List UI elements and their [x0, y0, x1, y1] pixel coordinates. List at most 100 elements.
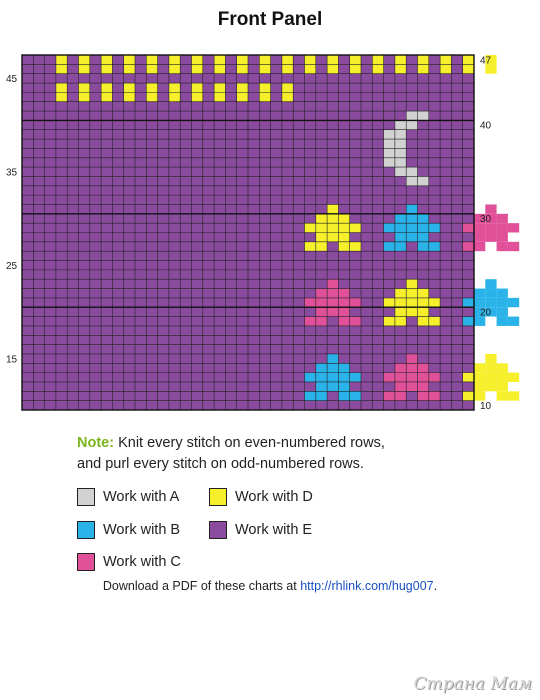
star-stitch: [327, 288, 339, 298]
download-prefix: Download a PDF of these charts at: [102, 579, 301, 593]
yellow-stitch: [281, 83, 294, 93]
moon-stitch: [394, 148, 407, 158]
yellow-stitch: [462, 64, 474, 74]
yellow-stitch: [123, 92, 135, 102]
yellow-stitch: [372, 55, 384, 65]
star-stitch: [327, 363, 339, 373]
yellow-stitch: [101, 83, 113, 93]
download-link[interactable]: http://rhlink.com/hug007: [300, 579, 434, 593]
row-label-right: 40: [480, 121, 492, 132]
yellow-stitch: [304, 64, 316, 74]
star-stitch: [406, 279, 418, 289]
star-stitch: [338, 232, 350, 242]
star-stitch: [485, 307, 497, 317]
star-stitch: [383, 241, 395, 252]
star-stitch: [496, 223, 508, 233]
star-stitch: [507, 297, 520, 308]
star-stitch: [304, 316, 316, 326]
star-stitch: [315, 307, 328, 317]
yellow-stitch: [168, 92, 181, 102]
star-stitch: [507, 241, 520, 252]
star-stitch: [417, 372, 429, 382]
yellow-stitch: [191, 64, 203, 74]
star-stitch: [304, 241, 316, 252]
star-stitch: [417, 363, 429, 373]
moon-stitch: [383, 129, 395, 140]
yellow-stitch: [55, 92, 68, 102]
yellow-stitch: [349, 64, 361, 74]
legend-label-c: Work with C: [103, 554, 181, 570]
yellow-stitch: [236, 83, 248, 93]
star-stitch: [462, 316, 474, 326]
yellow-stitch: [146, 55, 158, 65]
yellow-stitch: [214, 92, 226, 102]
star-stitch: [383, 372, 395, 382]
yellow-stitch: [146, 92, 158, 102]
yellow-stitch: [55, 55, 68, 65]
star-stitch: [349, 316, 361, 326]
yellow-stitch: [304, 55, 316, 65]
moon-stitch: [406, 167, 418, 177]
row-label-right: 30: [480, 214, 492, 225]
download-suffix: .: [433, 579, 438, 593]
star-stitch: [394, 288, 407, 298]
yellow-stitch: [327, 64, 339, 74]
legend-item-b: Work with B: [77, 519, 180, 541]
moon-stitch: [394, 167, 407, 177]
star-stitch: [496, 241, 508, 252]
yellow-stitch: [417, 55, 429, 65]
yellow-stitch: [372, 64, 384, 74]
yellow-stitch: [146, 83, 158, 93]
star-stitch: [428, 372, 441, 382]
note-label: Note:: [77, 435, 115, 451]
yellow-stitch: [78, 55, 90, 65]
yellow-stitch: [349, 55, 361, 65]
star-stitch: [417, 232, 429, 242]
yellow-stitch: [101, 55, 113, 65]
star-stitch: [349, 223, 361, 233]
yellow-stitch: [101, 92, 113, 102]
star-stitch: [338, 363, 350, 373]
row-label-right: 10: [480, 401, 492, 412]
star-stitch: [417, 307, 429, 317]
star-stitch: [496, 372, 508, 382]
yellow-stitch: [485, 64, 497, 74]
swatch-c-icon: [77, 553, 95, 571]
legend-item-a: Work with A: [77, 486, 179, 508]
star-stitch: [406, 372, 418, 382]
yellow-stitch: [236, 64, 248, 74]
watermark: Страна Мам: [413, 674, 532, 694]
star-stitch: [485, 353, 497, 364]
star-stitch: [338, 288, 350, 298]
swatch-d-icon: [209, 488, 227, 506]
star-stitch: [474, 232, 486, 242]
yellow-stitch: [394, 64, 407, 74]
moon-stitch: [394, 129, 407, 140]
yellow-stitch: [440, 64, 452, 74]
star-stitch: [474, 297, 486, 308]
legend-label-e: Work with E: [235, 522, 313, 538]
yellow-stitch: [191, 55, 203, 65]
star-stitch: [474, 391, 486, 401]
star-stitch: [485, 232, 497, 242]
star-stitch: [338, 241, 350, 252]
star-stitch: [428, 297, 441, 308]
star-stitch: [474, 381, 486, 392]
download-note: Download a PDF of these charts at http:/…: [0, 579, 540, 593]
yellow-stitch: [259, 64, 271, 74]
star-stitch: [406, 307, 418, 317]
star-stitch: [485, 213, 497, 224]
star-stitch: [417, 241, 429, 252]
moon-stitch: [383, 157, 395, 168]
legend-label-d: Work with D: [235, 489, 313, 505]
legend-item-e: Work with E: [209, 519, 312, 541]
moon-stitch: [417, 176, 429, 186]
star-stitch: [383, 316, 395, 326]
star-stitch: [338, 391, 350, 401]
yellow-stitch: [259, 55, 271, 65]
star-stitch: [485, 223, 497, 233]
yellow-stitch: [214, 64, 226, 74]
swatch-b-icon: [77, 521, 95, 539]
star-stitch: [327, 372, 339, 382]
swatch-a-icon: [77, 488, 95, 506]
